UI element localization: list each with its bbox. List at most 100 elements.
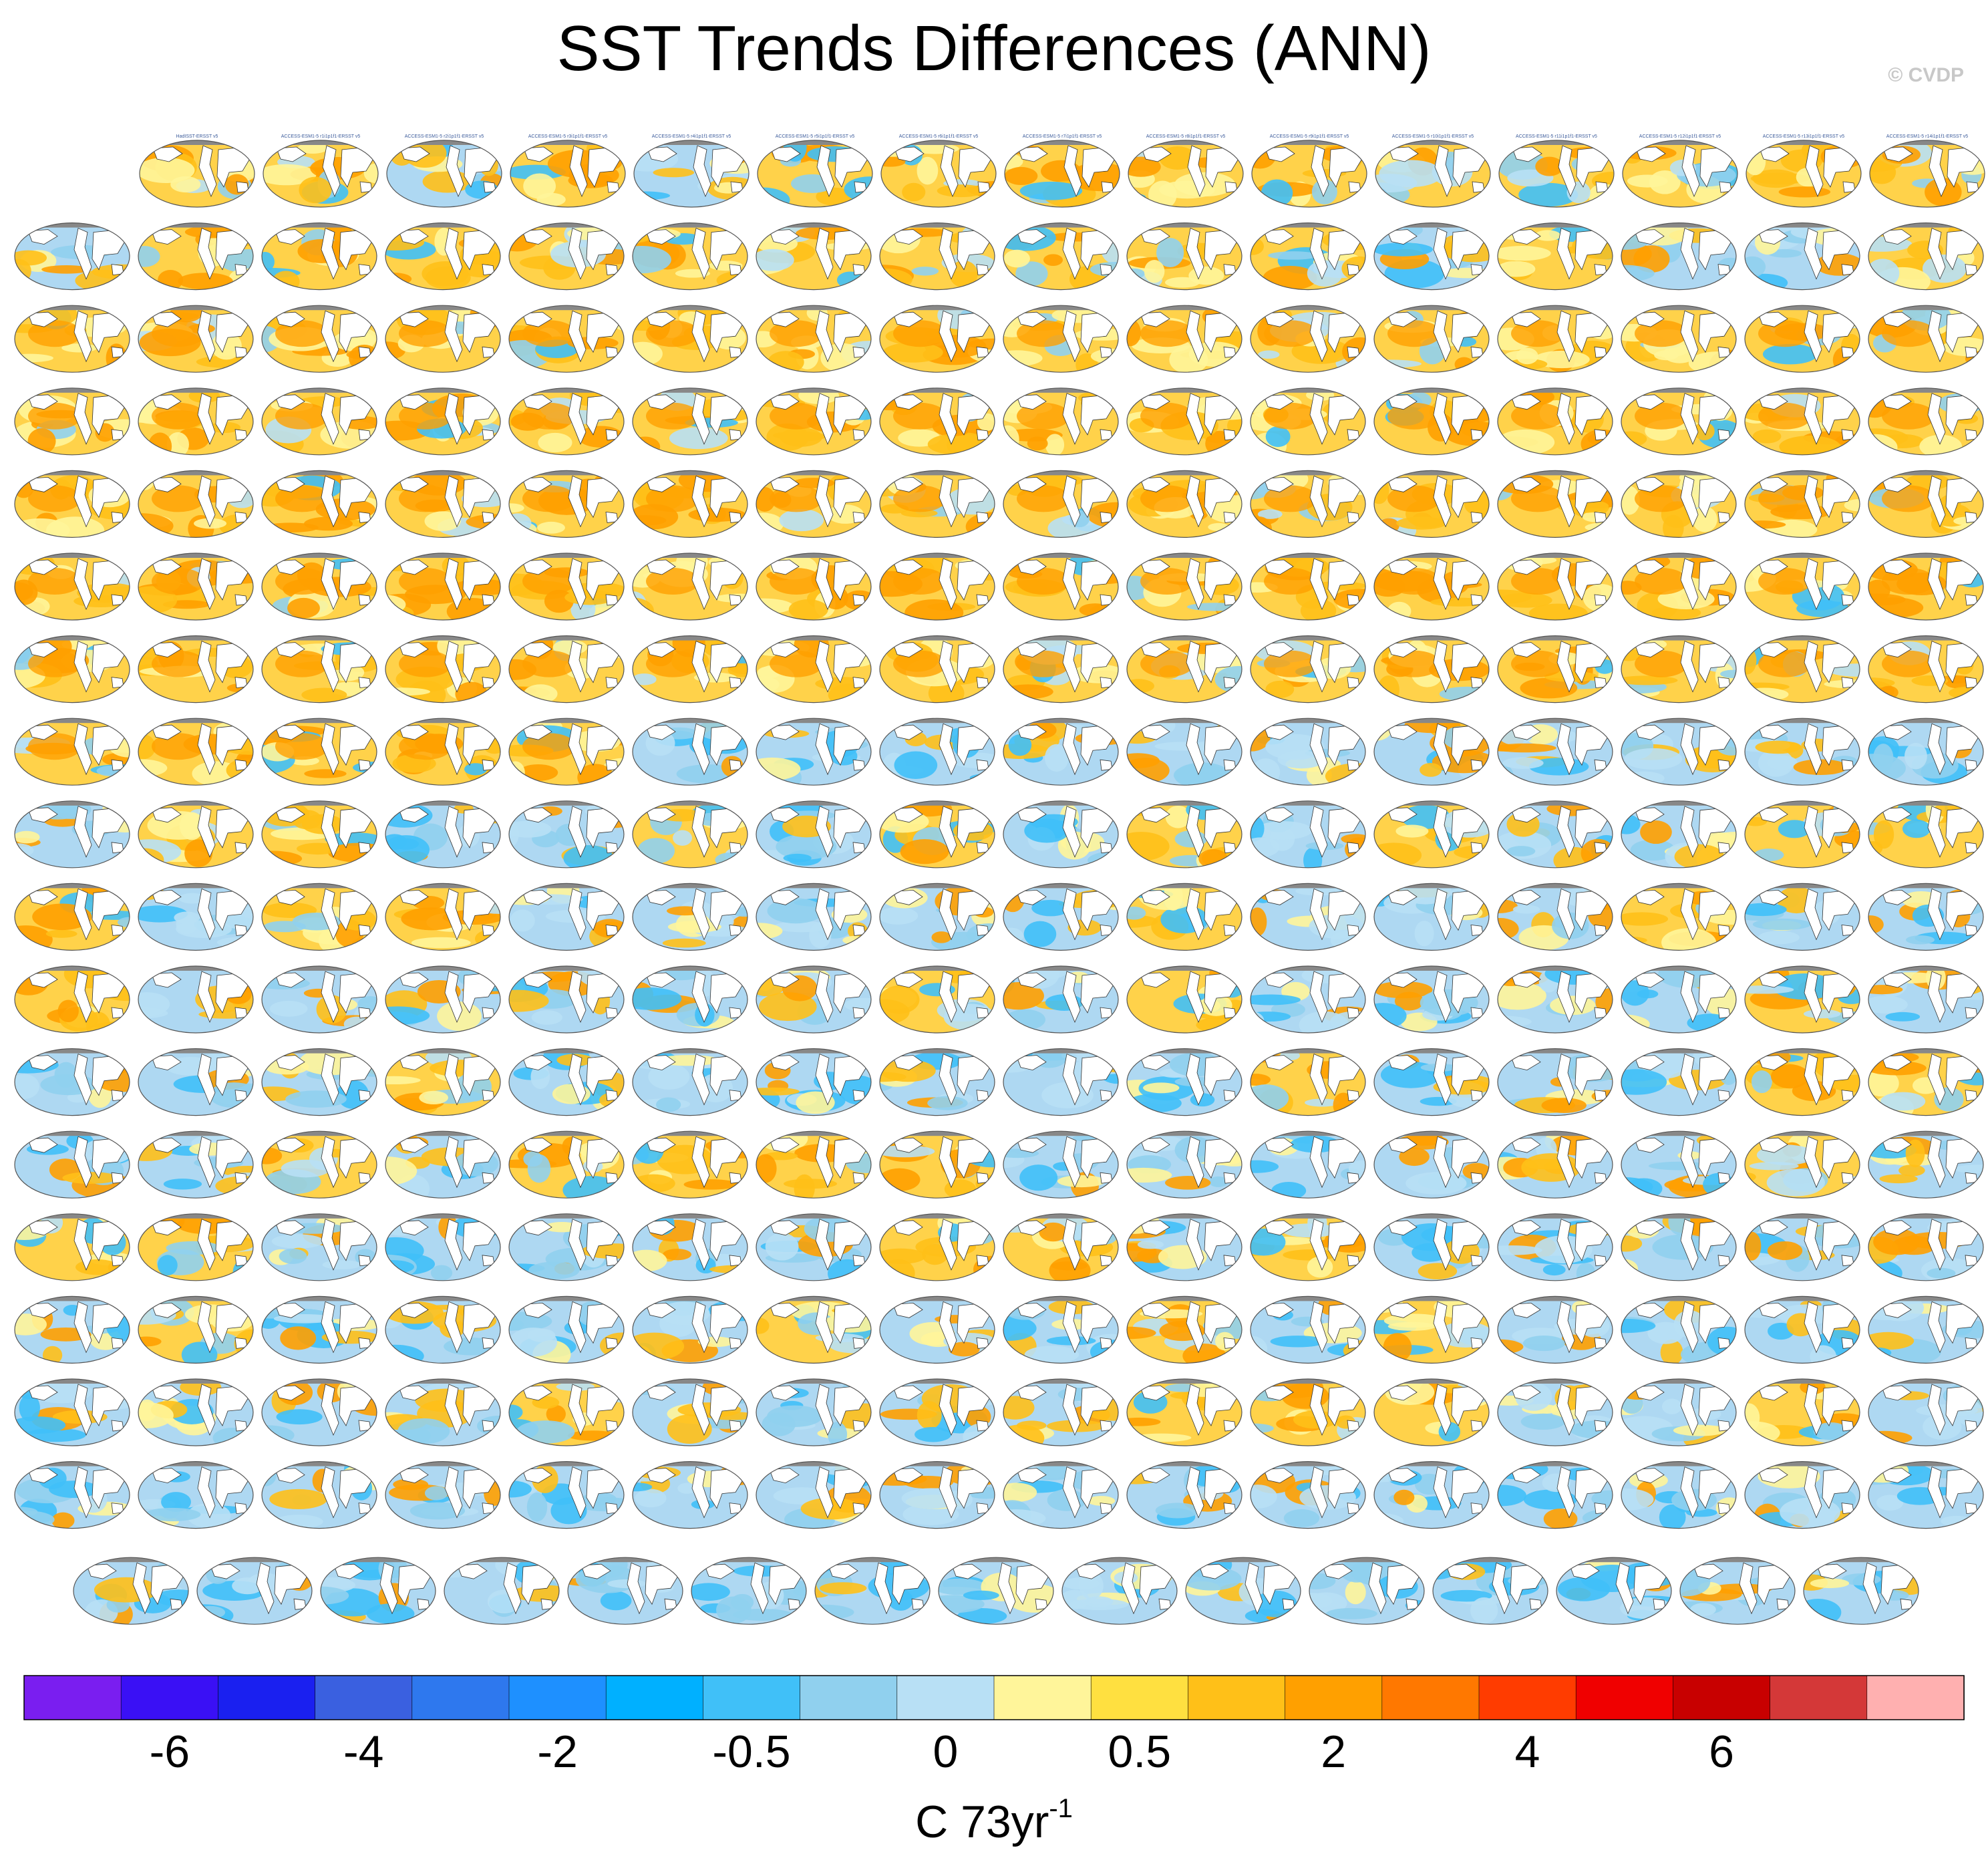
- map-panel: [1621, 883, 1737, 951]
- map-panel: [1003, 1378, 1119, 1446]
- map-panel: [138, 1213, 254, 1281]
- colorbar-units-label: C 73yr-1: [915, 1794, 1073, 1847]
- map-panel: [1003, 1213, 1119, 1281]
- panel-label: ACCESS-ESM1-5 r1i1p1f1-ERSST v5: [281, 134, 361, 139]
- map-panel: [1497, 965, 1613, 1034]
- map-panel: [632, 1461, 748, 1529]
- map-panel: [1003, 1295, 1119, 1364]
- map-panel: [1497, 635, 1613, 704]
- map-panel: [14, 553, 130, 621]
- map-panel: [1373, 883, 1490, 951]
- map-panel: [756, 718, 872, 786]
- map-panel: [1868, 1461, 1984, 1529]
- map-panel: [138, 387, 254, 456]
- map-panel: [261, 1295, 377, 1364]
- map-panel: [1744, 1378, 1860, 1446]
- map-panel: [1744, 1130, 1860, 1199]
- panel-label: ACCESS-ESM1-5 r5i1p1f1-ERSST v5: [776, 134, 855, 139]
- map-panel: [1373, 1378, 1490, 1446]
- map-panel: [1621, 965, 1737, 1034]
- map-panel: [1621, 553, 1737, 621]
- map-panel: [1432, 1557, 1548, 1625]
- map-panel: [1621, 470, 1737, 538]
- map-panel: [138, 800, 254, 869]
- panel-label: ACCESS-ESM1-5 r8i1p1f1-ERSST v5: [1146, 134, 1226, 139]
- map-panel: [261, 222, 377, 291]
- map-panel: [1250, 305, 1366, 373]
- map-panel: [1497, 718, 1613, 786]
- map-panel: [1373, 1461, 1490, 1529]
- map-panel: [138, 470, 254, 538]
- map-panel: [1126, 1213, 1242, 1281]
- map-panel: ACCESS-ESM1-5 r9i1p1f1-ERSST v5: [1251, 134, 1367, 208]
- map-panel: [879, 1295, 995, 1364]
- map-panel: [1126, 965, 1242, 1034]
- map-panel: [1497, 1130, 1613, 1199]
- panel-label: ACCESS-ESM1-5 r12i1p1f1-ERSST v5: [1639, 134, 1721, 139]
- map-panel: [385, 1378, 501, 1446]
- map-panel: [1868, 1130, 1984, 1199]
- map-panel: [508, 222, 625, 291]
- map-panel: [261, 1130, 377, 1199]
- map-panel: [1373, 1213, 1490, 1281]
- map-panel: [1250, 635, 1366, 704]
- map-panel: [1373, 305, 1490, 373]
- map-panel: [385, 1130, 501, 1199]
- map-panel: [756, 387, 872, 456]
- map-panel: [1003, 965, 1119, 1034]
- panel-label: ACCESS-ESM1-5 r13i1p1f1-ERSST v5: [1763, 134, 1845, 139]
- map-panel: [385, 470, 501, 538]
- map-panel: [261, 718, 377, 786]
- map-panel: [14, 470, 130, 538]
- map-panel: [1744, 883, 1860, 951]
- map-panel: [138, 635, 254, 704]
- map-panel: [1621, 222, 1737, 291]
- map-panel: [385, 1213, 501, 1281]
- map-panel: [1373, 965, 1490, 1034]
- map-panel: [1868, 800, 1984, 869]
- map-panel: [1868, 553, 1984, 621]
- panel-label: ACCESS-ESM1-5 r10i1p1f1-ERSST v5: [1392, 134, 1474, 139]
- map-panel: [879, 635, 995, 704]
- map-panel: [1126, 222, 1242, 291]
- map-panel: [508, 1213, 625, 1281]
- map-panel: [756, 800, 872, 869]
- map-panel: [1497, 1461, 1613, 1529]
- map-panel: [508, 718, 625, 786]
- map-panel: [1744, 965, 1860, 1034]
- map-panel: [1621, 718, 1737, 786]
- map-panel: [261, 305, 377, 373]
- map-panel: [1126, 883, 1242, 951]
- map-panel: [1744, 718, 1860, 786]
- map-panel: [632, 965, 748, 1034]
- map-panel: [1621, 387, 1737, 456]
- map-panel: [1497, 1048, 1613, 1116]
- map-panel: [1868, 222, 1984, 291]
- map-panel: [1497, 222, 1613, 291]
- map-panel: [632, 800, 748, 869]
- map-panel: [1126, 1048, 1242, 1116]
- map-panel: [14, 387, 130, 456]
- map-panel: [1373, 553, 1490, 621]
- map-panel: [1373, 635, 1490, 704]
- map-panel: [1003, 222, 1119, 291]
- map-panel: [1868, 718, 1984, 786]
- map-panel: [1373, 470, 1490, 538]
- map-panel: [261, 470, 377, 538]
- map-panel: [632, 387, 748, 456]
- map-panel: [1250, 470, 1366, 538]
- map-panel: [1003, 387, 1119, 456]
- map-panel: [938, 1557, 1054, 1625]
- map-panel: ACCESS-ESM1-5 r12i1p1f1-ERSST v5: [1622, 134, 1738, 208]
- map-panel: [1003, 470, 1119, 538]
- map-panel: [14, 1461, 130, 1529]
- panel-label: ACCESS-ESM1-5 r4i1p1f1-ERSST v5: [652, 134, 731, 139]
- map-panel: [1309, 1557, 1425, 1625]
- map-panel: [756, 222, 872, 291]
- map-panel: [508, 883, 625, 951]
- map-panel: [320, 1557, 436, 1625]
- map-panel: [879, 553, 995, 621]
- map-panel-grid: HadISST-ERSST v5 ACCESS-ESM1-5 r1i1p1f1-E…: [14, 134, 1985, 1625]
- chart-title: SST Trends Differences (ANN): [556, 13, 1432, 84]
- map-panel: [14, 718, 130, 786]
